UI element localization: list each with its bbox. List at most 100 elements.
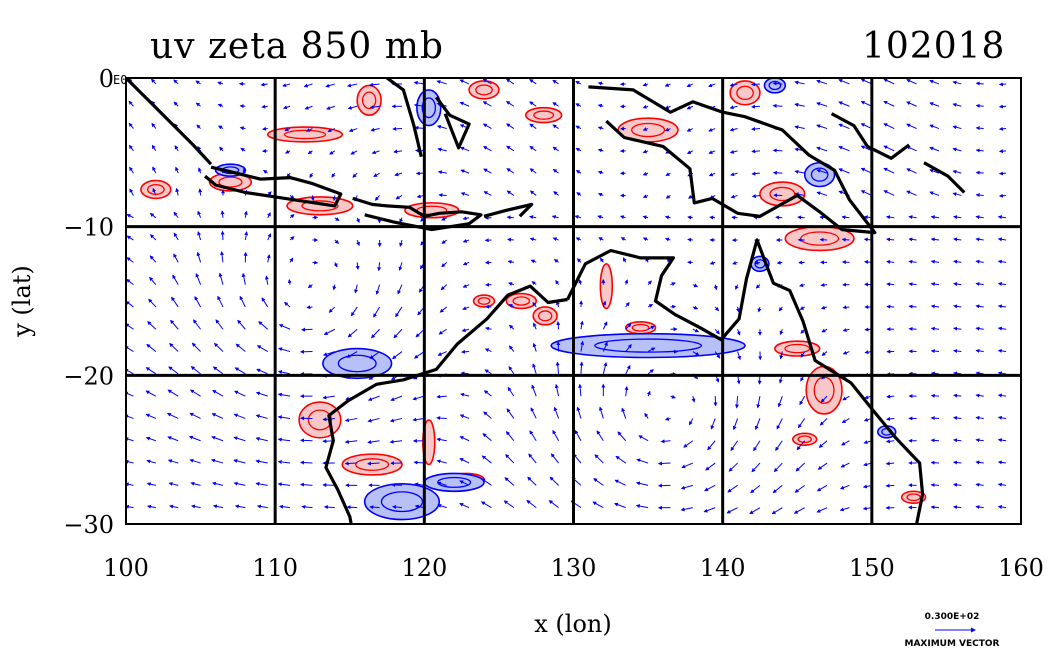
- wind-vector: [171, 296, 179, 308]
- wind-vector: [355, 262, 360, 271]
- wind-vector: [219, 146, 224, 152]
- wind-vector: [709, 215, 716, 220]
- wind-vector: [775, 440, 783, 451]
- wind-vector: [128, 122, 134, 129]
- wind-vector: [709, 260, 716, 265]
- wind-vector: [729, 149, 738, 154]
- wind-vector: [598, 237, 604, 241]
- wind-vector: [508, 345, 515, 352]
- x-tick-label: 130: [551, 554, 597, 582]
- wind-vector: [735, 284, 739, 290]
- wind-vector: [531, 281, 537, 286]
- wind-vector: [692, 351, 700, 356]
- wind-vector: [842, 395, 850, 401]
- wind-vector: [883, 145, 895, 152]
- wind-vector: [730, 440, 738, 452]
- wind-vector: [930, 282, 940, 287]
- wind-vector: [369, 505, 380, 510]
- wind-vector: [930, 326, 940, 331]
- wind-vector: [334, 217, 340, 222]
- wind-vector: [413, 80, 425, 85]
- wind-vector: [885, 461, 895, 466]
- wind-vector: [860, 123, 873, 130]
- vorticity-cell-positive: [729, 80, 761, 106]
- wind-vector: [530, 407, 537, 419]
- wind-vector: [506, 168, 515, 174]
- wind-vector: [819, 418, 828, 426]
- wind-vector: [198, 188, 203, 196]
- wind-vector: [625, 302, 630, 308]
- wind-vector: [482, 433, 492, 442]
- wind-vector: [233, 436, 246, 442]
- wind-vector: [508, 303, 515, 308]
- wind-vector: [262, 169, 268, 174]
- wind-vector: [506, 123, 515, 129]
- wind-vector: [953, 237, 962, 242]
- coastline: [386, 78, 423, 158]
- wind-vector: [459, 480, 470, 486]
- wind-vector: [665, 194, 671, 199]
- wind-vector: [397, 284, 403, 295]
- wind-vector: [794, 80, 805, 85]
- wind-vector: [576, 192, 582, 197]
- wind-vector: [167, 436, 179, 442]
- wind-vector: [772, 148, 783, 153]
- y-tick-label: −30: [63, 511, 114, 539]
- wind-vector: [373, 172, 380, 178]
- coastline: [126, 78, 213, 166]
- wind-vector: [575, 103, 582, 108]
- wind-vector: [508, 365, 515, 375]
- wind-vector: [642, 149, 649, 154]
- wind-vector: [794, 125, 805, 130]
- wind-vector: [552, 237, 559, 242]
- wind-vector: [729, 127, 738, 132]
- wind-vector: [664, 83, 671, 87]
- wind-vector: [529, 215, 537, 220]
- wind-vector: [930, 237, 940, 242]
- wind-vector: [350, 306, 358, 317]
- wind-vector: [233, 459, 246, 464]
- x-tick-label: 100: [103, 554, 149, 582]
- wind-vector: [529, 145, 537, 152]
- wind-vector: [256, 345, 268, 352]
- wind-vector: [952, 147, 962, 152]
- wind-vector: [908, 215, 917, 220]
- wind-vector: [647, 280, 652, 285]
- wind-vector: [883, 78, 895, 85]
- wind-vector: [681, 462, 694, 469]
- wind-vector: [686, 127, 694, 132]
- wind-vector: [441, 216, 447, 221]
- wind-vector: [664, 215, 671, 220]
- wind-vector: [799, 306, 805, 310]
- wind-vector: [683, 440, 694, 448]
- wind-vector: [305, 128, 313, 132]
- y-axis-label: y (lat): [8, 265, 36, 338]
- wind-vector: [842, 328, 850, 332]
- wind-vector: [482, 146, 492, 152]
- wind-vector: [952, 192, 962, 197]
- wind-vector: [197, 231, 202, 241]
- wind-vector: [552, 102, 559, 107]
- wind-vector: [757, 306, 762, 313]
- wind-vector: [166, 412, 179, 419]
- wind-vector: [549, 476, 559, 486]
- wind-vector: [975, 215, 984, 220]
- wind-vector: [277, 392, 291, 397]
- wind-vector: [344, 461, 358, 466]
- wind-vector: [278, 324, 291, 330]
- wind-vector: [751, 126, 761, 131]
- wind-vector: [664, 237, 671, 242]
- wind-vector: [506, 215, 514, 220]
- wind-vector: [437, 503, 447, 509]
- wind-vector: [173, 253, 179, 263]
- wind-vector: [883, 123, 895, 129]
- wind-vectors: [126, 78, 1007, 515]
- wind-vector: [708, 127, 716, 132]
- wind-vector: [277, 482, 291, 487]
- vorticity-contour-inner: [337, 354, 377, 373]
- wind-vector: [906, 101, 917, 107]
- wind-vector: [482, 101, 492, 107]
- vorticity-contour-inner: [810, 167, 829, 182]
- wind-vector: [692, 328, 700, 333]
- wind-vector: [333, 262, 338, 268]
